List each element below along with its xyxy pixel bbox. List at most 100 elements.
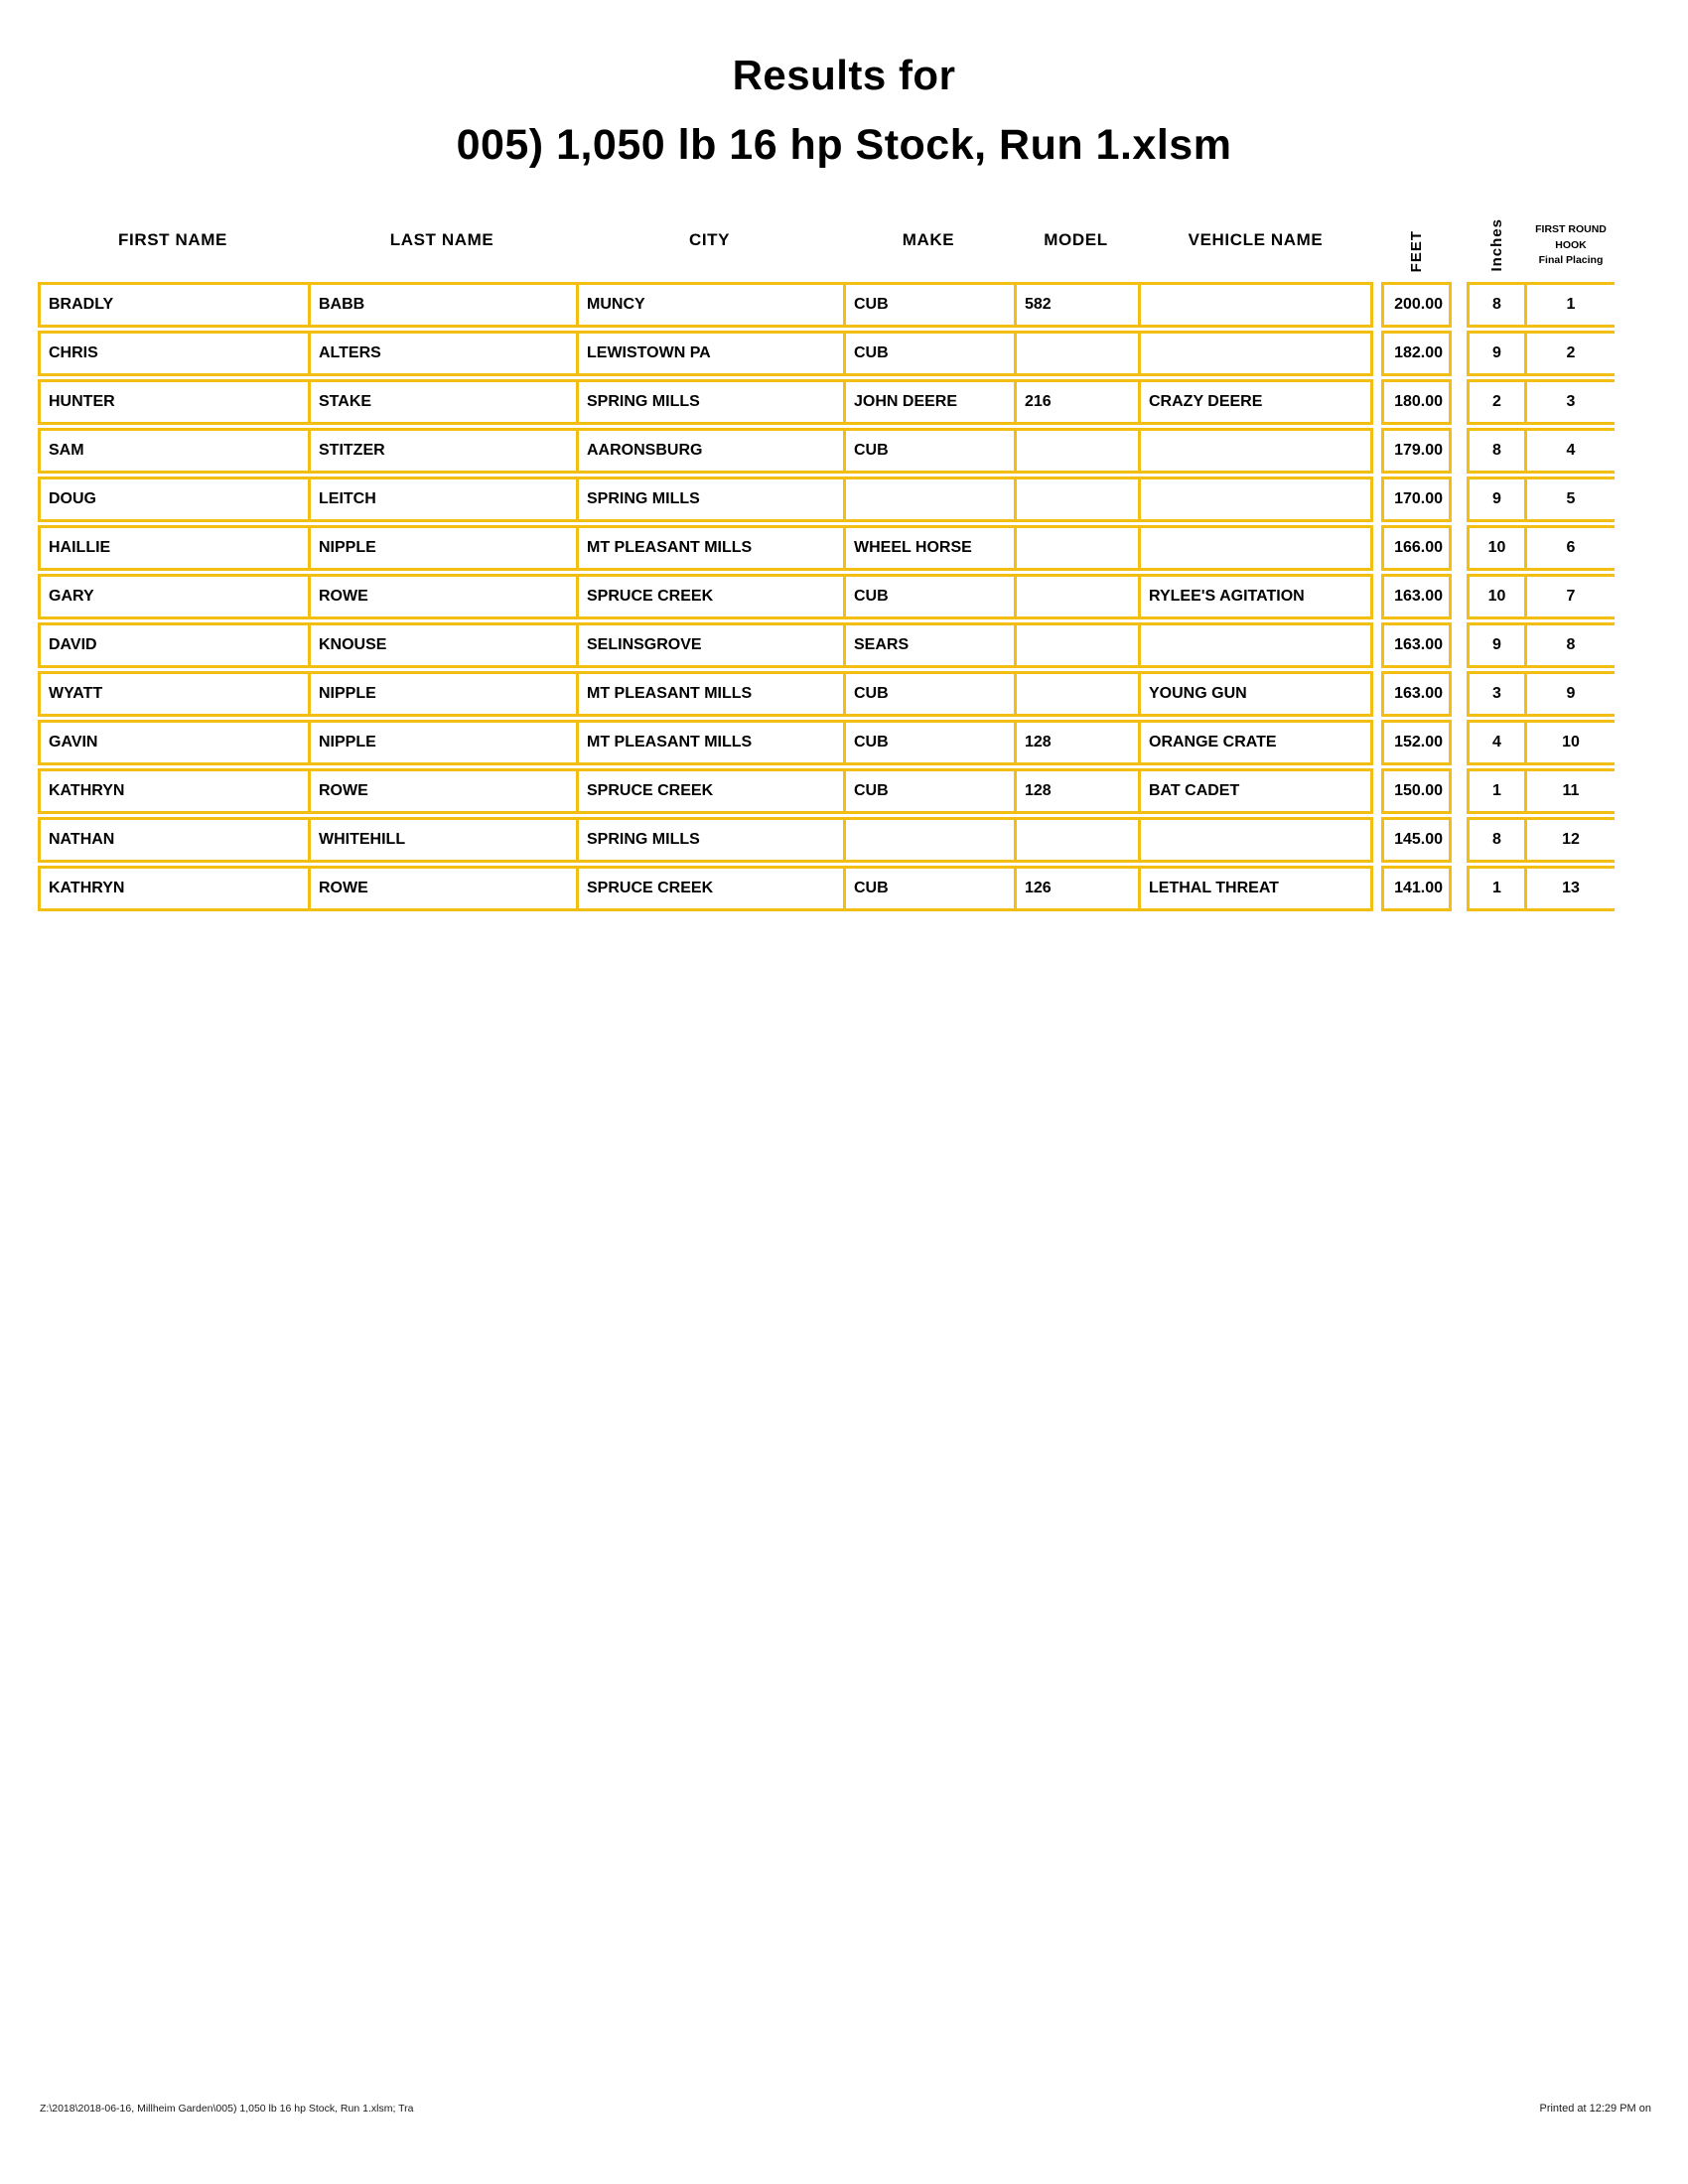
table-row: GAVIN NIPPLE MT PLEASANT MILLS CUB 128 O… bbox=[38, 720, 1615, 765]
cell-final-placing: 4 bbox=[1527, 428, 1615, 474]
cell-make: WHEEL HORSE bbox=[846, 528, 1017, 568]
cell-last-name: NIPPLE bbox=[311, 674, 579, 714]
cell-vehicle-name: BAT CADET bbox=[1149, 782, 1240, 799]
table-row: WYATT NIPPLE MT PLEASANT MILLS CUB YOUNG… bbox=[38, 671, 1615, 717]
cell-feet: 182.00 bbox=[1381, 331, 1452, 376]
cell-vehicle-name: YOUNG GUN bbox=[1149, 685, 1247, 702]
row-main-cells: NATHAN WHITEHILL SPRING MILLS bbox=[38, 817, 1373, 863]
cell-make: CUB bbox=[846, 285, 1017, 325]
cell-last-name: WHITEHILL bbox=[311, 820, 579, 860]
cell-make: CUB bbox=[846, 723, 1017, 762]
cell-first-name: WYATT bbox=[41, 674, 311, 714]
cell-make: SEARS bbox=[846, 625, 1017, 665]
cell-first-name: KATHRYN bbox=[41, 771, 311, 811]
cell-first-name: DAVID bbox=[41, 625, 311, 665]
table-header-group: FIRST NAME LAST NAME CITY MAKE MODEL VEH… bbox=[38, 199, 1373, 282]
cell-city: MT PLEASANT MILLS bbox=[579, 723, 846, 762]
cell-inches: 4 bbox=[1467, 720, 1527, 765]
cell-final-placing: 11 bbox=[1527, 768, 1615, 814]
cell-final-placing: 13 bbox=[1527, 866, 1615, 911]
row-main-cells: CHRIS ALTERS LEWISTOWN PA CUB bbox=[38, 331, 1373, 376]
table-row: DOUG LEITCH SPRING MILLS 170.00 9 5 bbox=[38, 477, 1615, 522]
cell-first-name: BRADLY bbox=[41, 285, 311, 325]
row-main-cells: DAVID KNOUSE SELINSGROVE SEARS bbox=[38, 622, 1373, 668]
cell-first-name: HUNTER bbox=[41, 382, 311, 422]
cell-city: SPRING MILLS bbox=[579, 479, 846, 519]
cell-inches: 9 bbox=[1467, 331, 1527, 376]
cell-vehicle-name bbox=[1141, 625, 1370, 665]
header-make: MAKE bbox=[902, 230, 955, 249]
cell-feet: 163.00 bbox=[1381, 622, 1452, 668]
cell-final-placing: 9 bbox=[1527, 671, 1615, 717]
cell-first-name: DOUG bbox=[41, 479, 311, 519]
row-main-cells: DOUG LEITCH SPRING MILLS bbox=[38, 477, 1373, 522]
cell-final-placing: 10 bbox=[1527, 720, 1615, 765]
cell-vehicle-name: LETHAL THREAT bbox=[1149, 880, 1279, 896]
cell-model bbox=[1017, 528, 1141, 568]
cell-model bbox=[1017, 820, 1141, 860]
cell-final-placing: 1 bbox=[1527, 282, 1615, 328]
cell-last-name: STITZER bbox=[311, 431, 579, 471]
cell-make: CUB bbox=[846, 674, 1017, 714]
table-row: HUNTER STAKE SPRING MILLS JOHN DEERE 216… bbox=[38, 379, 1615, 425]
cell-city: SPRUCE CREEK bbox=[579, 577, 846, 616]
table-row: BRADLY BABB MUNCY CUB 582 200.00 8 1 bbox=[38, 282, 1615, 328]
cell-feet: 141.00 bbox=[1381, 866, 1452, 911]
cell-make: CUB bbox=[846, 334, 1017, 373]
table-row: KATHRYN ROWE SPRUCE CREEK CUB 128 BAT CA… bbox=[38, 768, 1615, 814]
cell-first-name: HAILLIE bbox=[41, 528, 311, 568]
cell-last-name: KNOUSE bbox=[311, 625, 579, 665]
row-main-cells: KATHRYN ROWE SPRUCE CREEK CUB 126 LETHAL… bbox=[38, 866, 1373, 911]
cell-first-name: KATHRYN bbox=[41, 869, 311, 908]
cell-city: LEWISTOWN PA bbox=[579, 334, 846, 373]
header-placing-line1: FIRST ROUND bbox=[1535, 223, 1607, 236]
cell-first-name: CHRIS bbox=[41, 334, 311, 373]
cell-make bbox=[846, 479, 1017, 519]
row-main-cells: SAM STITZER AARONSBURG CUB bbox=[38, 428, 1373, 474]
cell-city: SELINSGROVE bbox=[579, 625, 846, 665]
cell-vehicle-name bbox=[1141, 285, 1370, 325]
cell-model bbox=[1017, 334, 1141, 373]
cell-vehicle-name bbox=[1141, 528, 1370, 568]
table-row: GARY ROWE SPRUCE CREEK CUB RYLEE'S AGITA… bbox=[38, 574, 1615, 619]
cell-model: 128 bbox=[1017, 723, 1141, 762]
cell-make bbox=[846, 820, 1017, 860]
cell-city: AARONSBURG bbox=[579, 431, 846, 471]
cell-inches: 1 bbox=[1467, 768, 1527, 814]
cell-inches: 3 bbox=[1467, 671, 1527, 717]
cell-city: SPRUCE CREEK bbox=[579, 771, 846, 811]
header-city: CITY bbox=[688, 230, 731, 249]
report-title-line2: 005) 1,050 lb 16 hp Stock, Run 1.xlsm bbox=[456, 121, 1232, 169]
cell-model bbox=[1017, 431, 1141, 471]
table-row: HAILLIE NIPPLE MT PLEASANT MILLS WHEEL H… bbox=[38, 525, 1615, 571]
cell-last-name: LEITCH bbox=[311, 479, 579, 519]
table-row: KATHRYN ROWE SPRUCE CREEK CUB 126 LETHAL… bbox=[38, 866, 1615, 911]
header-placing-line3: Final Placing bbox=[1538, 253, 1604, 266]
row-main-cells: GAVIN NIPPLE MT PLEASANT MILLS CUB 128 O… bbox=[38, 720, 1373, 765]
cell-first-name: GARY bbox=[41, 577, 311, 616]
cell-model: 582 bbox=[1017, 285, 1141, 325]
header-feet: FEET bbox=[1381, 199, 1452, 282]
footer-printed-time: Printed at 12:29 PM on bbox=[1539, 2103, 1651, 2115]
cell-feet: 152.00 bbox=[1381, 720, 1452, 765]
cell-inches: 9 bbox=[1467, 622, 1527, 668]
row-main-cells: HAILLIE NIPPLE MT PLEASANT MILLS WHEEL H… bbox=[38, 525, 1373, 571]
cell-city: MT PLEASANT MILLS bbox=[579, 528, 846, 568]
cell-make: JOHN DEERE bbox=[846, 382, 1017, 422]
cell-vehicle-name: CRAZY DEERE bbox=[1149, 393, 1263, 410]
table-header-row: FIRST NAME LAST NAME CITY MAKE MODEL VEH… bbox=[38, 199, 1615, 282]
results-table-body: BRADLY BABB MUNCY CUB 582 200.00 8 1 CHR… bbox=[38, 282, 1615, 911]
cell-make: CUB bbox=[846, 869, 1017, 908]
header-feet-label: FEET bbox=[1408, 229, 1425, 272]
cell-model bbox=[1017, 479, 1141, 519]
cell-final-placing: 3 bbox=[1527, 379, 1615, 425]
cell-model: 216 bbox=[1017, 382, 1141, 422]
cell-model bbox=[1017, 577, 1141, 616]
cell-model bbox=[1017, 625, 1141, 665]
cell-feet: 163.00 bbox=[1381, 574, 1452, 619]
table-row: NATHAN WHITEHILL SPRING MILLS 145.00 8 1… bbox=[38, 817, 1615, 863]
cell-vehicle-name: ORANGE CRATE bbox=[1149, 734, 1277, 751]
results-table: FIRST NAME LAST NAME CITY MAKE MODEL VEH… bbox=[38, 199, 1615, 914]
header-inches: Inches bbox=[1467, 199, 1527, 282]
header-model: MODEL bbox=[1044, 230, 1108, 249]
